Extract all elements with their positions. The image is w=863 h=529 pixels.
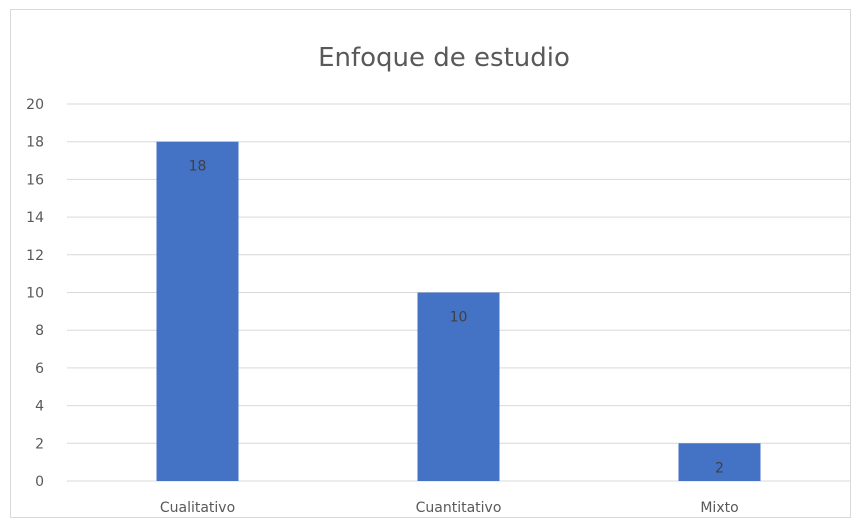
- y-tick-label: 0: [35, 474, 44, 490]
- y-tick-label: 6: [35, 361, 44, 377]
- y-tick-label: 2: [35, 436, 44, 452]
- x-category-label: Mixto: [700, 500, 738, 516]
- x-category-label: Cuantitativo: [416, 500, 502, 516]
- bar-cuantitativo: [417, 292, 500, 481]
- data-labels: 18 10 2: [189, 159, 724, 477]
- bar-mixto: [678, 443, 761, 481]
- y-tick-label: 14: [26, 210, 44, 226]
- y-axis-ticks: 0 2 4 6 8 10 12 14 16 18 20: [26, 97, 44, 490]
- data-label-cuantitativo: 10: [450, 310, 468, 326]
- y-tick-label: 18: [26, 135, 44, 151]
- bars: [156, 141, 761, 481]
- data-label-cualitativo: 18: [189, 159, 207, 175]
- y-tick-label: 16: [26, 172, 44, 188]
- y-tick-label: 12: [26, 248, 44, 264]
- y-tick-label: 20: [26, 97, 44, 113]
- y-tick-label: 8: [35, 323, 44, 339]
- chart-title: Enfoque de estudio: [318, 43, 570, 73]
- x-axis-categories: Cualitativo Cuantitativo Mixto: [160, 500, 739, 516]
- x-category-label: Cualitativo: [160, 500, 235, 516]
- y-tick-label: 4: [35, 399, 44, 415]
- data-label-mixto: 2: [715, 460, 724, 476]
- y-tick-label: 10: [26, 286, 44, 302]
- bar-cualitativo: [156, 141, 239, 481]
